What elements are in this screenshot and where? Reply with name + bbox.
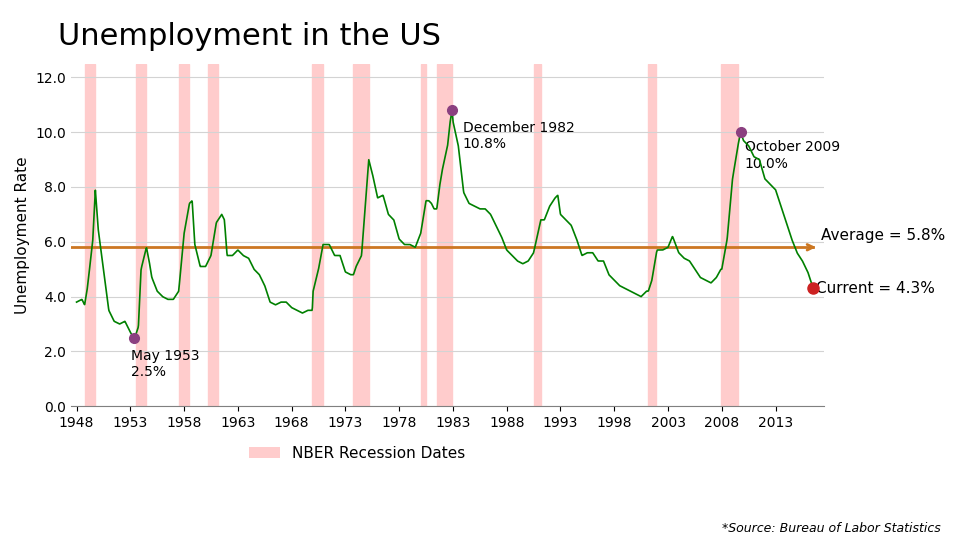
Bar [721, 64, 738, 406]
Text: *Source: Bureau of Labor Statistics: *Source: Bureau of Labor Statistics [722, 522, 941, 535]
Bar [312, 64, 323, 406]
Text: Unemployment in the US: Unemployment in the US [58, 22, 441, 51]
Text: October 2009
10.0%: October 2009 10.0% [745, 140, 840, 171]
Bar [648, 64, 657, 406]
Text: Average = 5.8%: Average = 5.8% [821, 228, 945, 243]
Bar [353, 64, 369, 406]
Y-axis label: Unemployment Rate: Unemployment Rate [15, 156, 30, 314]
Bar [208, 64, 218, 406]
Text: December 1982
10.8%: December 1982 10.8% [463, 121, 575, 151]
Text: Current = 4.3%: Current = 4.3% [816, 281, 935, 296]
Bar [420, 64, 426, 406]
Bar [84, 64, 95, 406]
Bar [135, 64, 147, 406]
Bar [437, 64, 452, 406]
Text: May 1953
2.5%: May 1953 2.5% [131, 349, 199, 379]
Legend: NBER Recession Dates: NBER Recession Dates [243, 440, 471, 467]
Bar [534, 64, 540, 406]
Bar [179, 64, 189, 406]
